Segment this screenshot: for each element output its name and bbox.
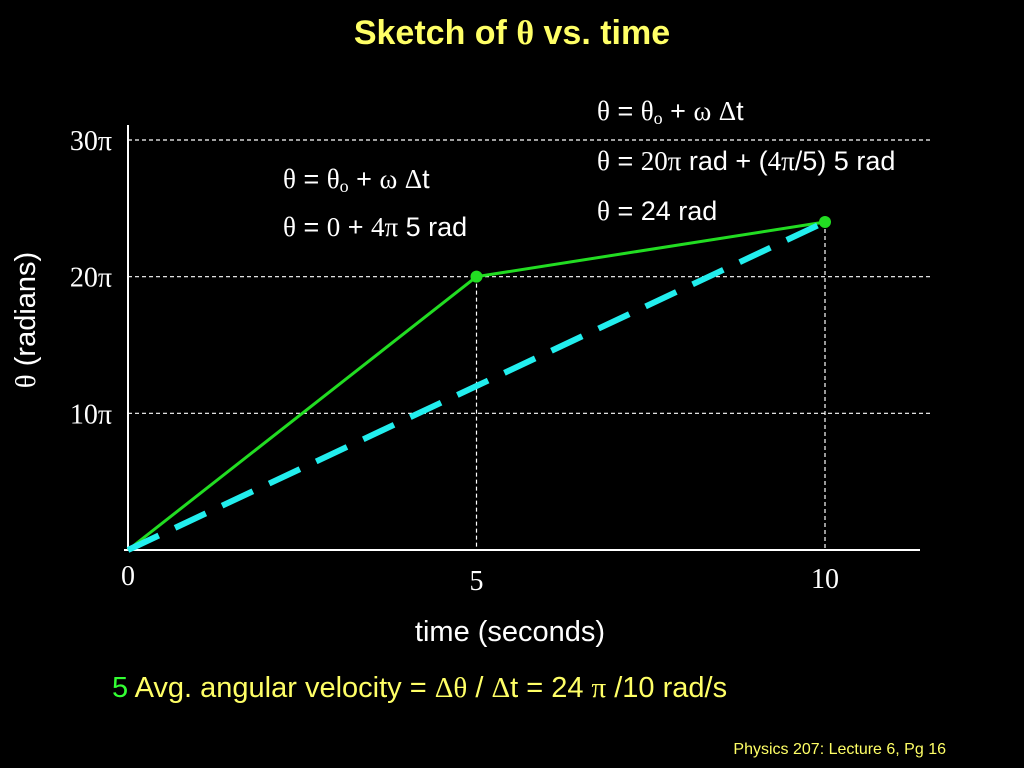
y-axis-label-text: (radians) [10, 251, 42, 375]
data-point-marker [819, 216, 831, 229]
x-tick-label: 0 [121, 561, 135, 592]
mid-equation-line1: θ = θo + ω Δt [283, 164, 430, 196]
title-prefix: Sketch of [353, 14, 517, 52]
y-tick-label: 30π [70, 126, 112, 157]
y-tick-label: 10π [70, 399, 112, 430]
average-velocity-dashed-line [126, 219, 827, 553]
y-axis-label: θ (radians) [10, 150, 50, 490]
title-theta: θ [516, 15, 535, 52]
right-equation-line1: θ = θo + ω Δt [597, 96, 744, 128]
right-equation-line3: θ = 24 rad [597, 196, 718, 226]
y-axis-label-symbol: θ [10, 374, 42, 389]
slide-title: Sketch of θ vs. time [0, 14, 1024, 53]
mid-equation-line2: θ = 0 + 4π 5 rad [283, 212, 468, 242]
x-axis-label: time (seconds) [414, 616, 606, 648]
y-tick-label: 20π [70, 263, 112, 294]
x-tick-label: 5 [470, 566, 484, 597]
slide-footer: Physics 207: Lecture 6, Pg 16 [733, 741, 946, 758]
summary-bullet-number: 5 [112, 672, 129, 704]
right-equation-line2: θ = 20π rad + (4π/5) 5 rad [597, 146, 896, 176]
title-suffix: vs. time [534, 14, 671, 52]
data-point-marker [470, 270, 483, 283]
x-tick-label: 10 [811, 564, 839, 595]
avg-angular-velocity-summary: 5 Avg. angular velocity = Δθ / Δt = 24 π… [112, 672, 728, 704]
